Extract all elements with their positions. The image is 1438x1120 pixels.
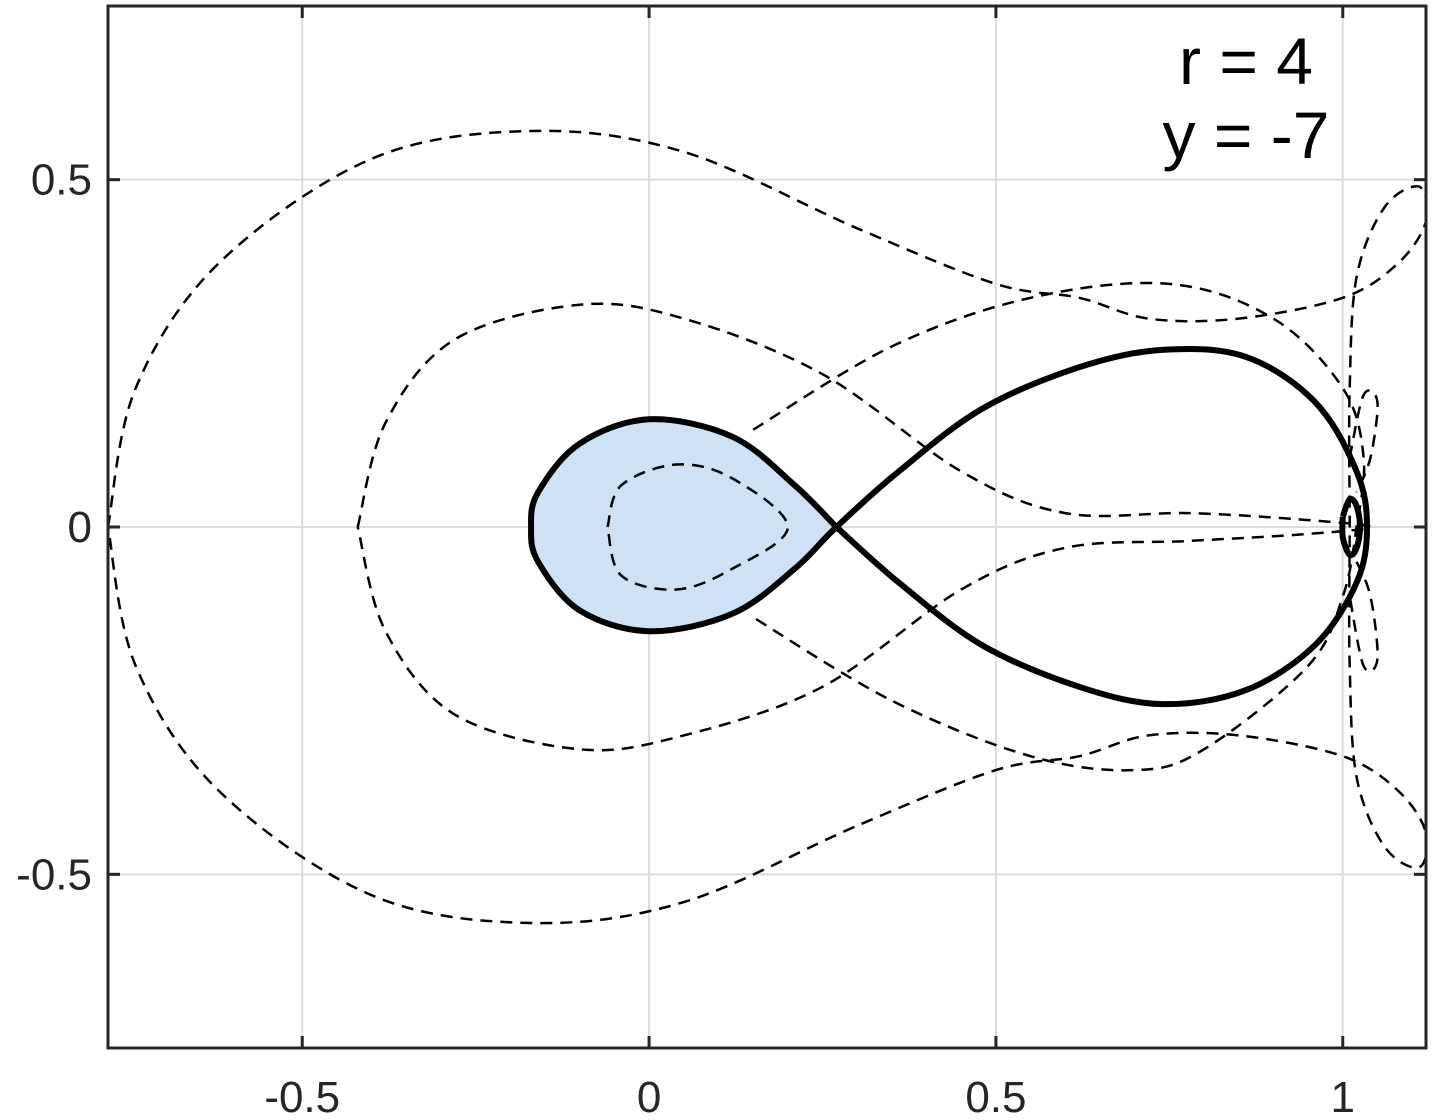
dashed-curve-6 xyxy=(1348,389,1379,493)
dashed-curve-3 xyxy=(356,302,1372,752)
x-tick-label: 0.5 xyxy=(965,1073,1026,1120)
series-group xyxy=(108,129,1426,925)
x-tick-label: 0 xyxy=(637,1073,661,1120)
y-tick-label: 0.5 xyxy=(31,156,92,205)
annotation-y: y = -7 xyxy=(1163,98,1330,172)
dashed-curve-4 xyxy=(108,129,1426,925)
tick-marks xyxy=(108,6,1426,1048)
x-tick-label: -0.5 xyxy=(264,1073,340,1120)
annotation-r: r = 4 xyxy=(1179,24,1313,98)
dashed-curve-5 xyxy=(752,281,1366,772)
tick-labels: -0.5 0 0.5 1 0.5 0 -0.5 xyxy=(16,156,1355,1120)
solid-curve-1 xyxy=(1339,495,1364,559)
solid-curve-0 xyxy=(528,345,1370,708)
filled-region xyxy=(531,419,837,632)
x-tick-label: 1 xyxy=(1331,1073,1355,1120)
dashed-curve-7 xyxy=(1348,561,1379,673)
dashed-curve-2 xyxy=(606,463,790,591)
y-tick-label: 0 xyxy=(68,503,92,552)
y-tick-label: -0.5 xyxy=(16,850,92,899)
